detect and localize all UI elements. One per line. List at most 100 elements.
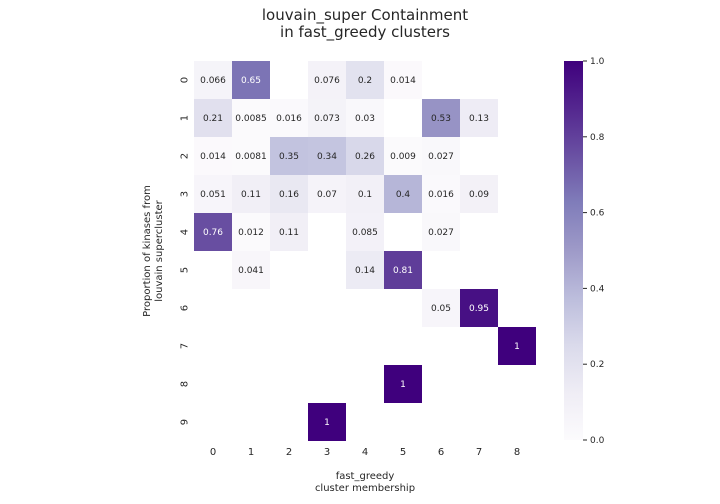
cell-value-label: 1	[324, 418, 330, 428]
cell-value-label: 0.07	[317, 190, 337, 200]
y-tick-label: 3	[180, 191, 191, 197]
cell-value-label: 0.0081	[235, 152, 267, 162]
x-axis-ticks: 0 1 2 3 4 5 6 7 8	[210, 447, 520, 458]
colorbar-tick-label: 0.4	[590, 284, 605, 294]
heatmap-cell	[422, 213, 460, 251]
cell-value-label: 0.073	[314, 114, 340, 124]
heatmap-cell	[384, 175, 422, 213]
cell-value-label: 0.81	[393, 266, 413, 276]
x-tick-label: 4	[362, 447, 368, 458]
heatmap-cell	[270, 213, 308, 251]
cell-value-label: 0.11	[279, 228, 299, 238]
cell-value-label: 0.21	[203, 114, 223, 124]
cell-value-label: 0.05	[431, 304, 451, 314]
cell-value-label: 0.076	[314, 76, 340, 86]
colorbar-ticks: 0.0 0.2 0.4 0.6 0.8 1.0	[583, 57, 605, 446]
heatmap-cell	[422, 137, 460, 175]
cell-value-label: 1	[514, 342, 520, 352]
y-tick-label: 4	[180, 229, 191, 235]
x-tick-label: 0	[210, 447, 216, 458]
heatmap-cell	[194, 213, 232, 251]
x-tick-label: 1	[248, 447, 254, 458]
heatmap-cell	[384, 251, 422, 289]
heatmap-cell	[232, 251, 270, 289]
y-tick-label: 8	[180, 381, 191, 387]
heatmap-cell	[194, 175, 232, 213]
cell-value-label: 0.11	[241, 190, 261, 200]
y-tick-label: 2	[180, 153, 191, 159]
y-tick-label: 9	[180, 419, 191, 425]
heatmap-cell	[346, 137, 384, 175]
x-tick-label: 3	[324, 447, 330, 458]
heatmap-cell	[232, 61, 270, 99]
x-tick-label: 7	[476, 447, 482, 458]
y-axis-ticks: 0 1 2 3 4 5 6 7 8 9	[180, 77, 191, 425]
cell-value-label: 0.012	[238, 228, 264, 238]
x-tick-label: 8	[514, 447, 520, 458]
cell-value-label: 0.016	[428, 190, 454, 200]
heatmap-cell	[308, 403, 346, 441]
heatmap-cell	[270, 175, 308, 213]
heatmap-cell	[232, 99, 270, 137]
cell-value-label: 0.014	[390, 76, 416, 86]
cell-value-label: 0.1	[358, 190, 372, 200]
x-tick-label: 6	[438, 447, 444, 458]
cell-value-label: 0.0085	[235, 114, 267, 124]
heatmap-cell	[346, 251, 384, 289]
colorbar-tick-label: 0.8	[590, 133, 605, 143]
heatmap-cell	[346, 213, 384, 251]
cell-value-label: 0.027	[428, 228, 454, 238]
cell-value-label: 0.65	[241, 76, 261, 86]
cell-value-label: 0.016	[276, 114, 302, 124]
cell-value-label: 0.051	[200, 190, 226, 200]
y-axis-title-line-2: louvain supercluster	[154, 199, 165, 301]
cell-value-label: 0.34	[317, 152, 337, 162]
cell-value-label: 0.76	[203, 228, 223, 238]
y-tick-label: 7	[180, 343, 191, 349]
cell-value-label: 0.26	[355, 152, 375, 162]
cell-value-label: 0.13	[469, 114, 489, 124]
cell-value-label: 0.014	[200, 152, 226, 162]
y-tick-label: 6	[180, 305, 191, 311]
heatmap-cell	[422, 175, 460, 213]
heatmap-cell	[308, 137, 346, 175]
cell-value-label: 0.14	[355, 266, 375, 276]
heatmap-cell	[308, 175, 346, 213]
chart-title-line-1: louvain_super Containment	[262, 6, 468, 25]
heatmap-cell	[308, 99, 346, 137]
heatmap-cell	[460, 99, 498, 137]
heatmap-cell	[194, 99, 232, 137]
heatmap-cell	[232, 137, 270, 175]
cell-value-label: 0.041	[238, 266, 264, 276]
colorbar-tick-label: 0.0	[590, 436, 605, 446]
colorbar-tick-label: 0.6	[590, 209, 605, 219]
y-axis-title-line-1: Proportion of kinases from	[142, 185, 153, 317]
x-tick-label: 5	[400, 447, 406, 458]
heatmap-cell	[232, 175, 270, 213]
y-tick-label: 1	[180, 115, 191, 121]
heatmap-cell	[346, 99, 384, 137]
heatmap-cell	[308, 61, 346, 99]
heatmap-cell	[194, 61, 232, 99]
colorbar-tick-label: 1.0	[590, 57, 605, 67]
colorbar	[564, 61, 583, 440]
cell-value-label: 0.027	[428, 152, 454, 162]
heatmap-cell	[460, 289, 498, 327]
cell-value-label: 0.085	[352, 228, 378, 238]
heatmap-cell	[270, 137, 308, 175]
cell-value-label: 0.03	[355, 114, 375, 124]
y-tick-label: 5	[180, 267, 191, 273]
heatmap-cell	[270, 99, 308, 137]
colorbar-tick-label: 0.2	[590, 360, 604, 370]
cell-value-label: 0.066	[200, 76, 226, 86]
cell-value-label: 0.35	[279, 152, 299, 162]
heatmap-cell	[232, 213, 270, 251]
y-axis-title: Proportion of kinases from louvain super…	[142, 185, 165, 317]
heatmap-cell	[384, 61, 422, 99]
cell-value-label: 1	[400, 380, 406, 390]
heatmap-cell	[346, 61, 384, 99]
heatmap-cell	[422, 289, 460, 327]
heatmap-cell	[346, 175, 384, 213]
cell-value-label: 0.09	[469, 190, 489, 200]
